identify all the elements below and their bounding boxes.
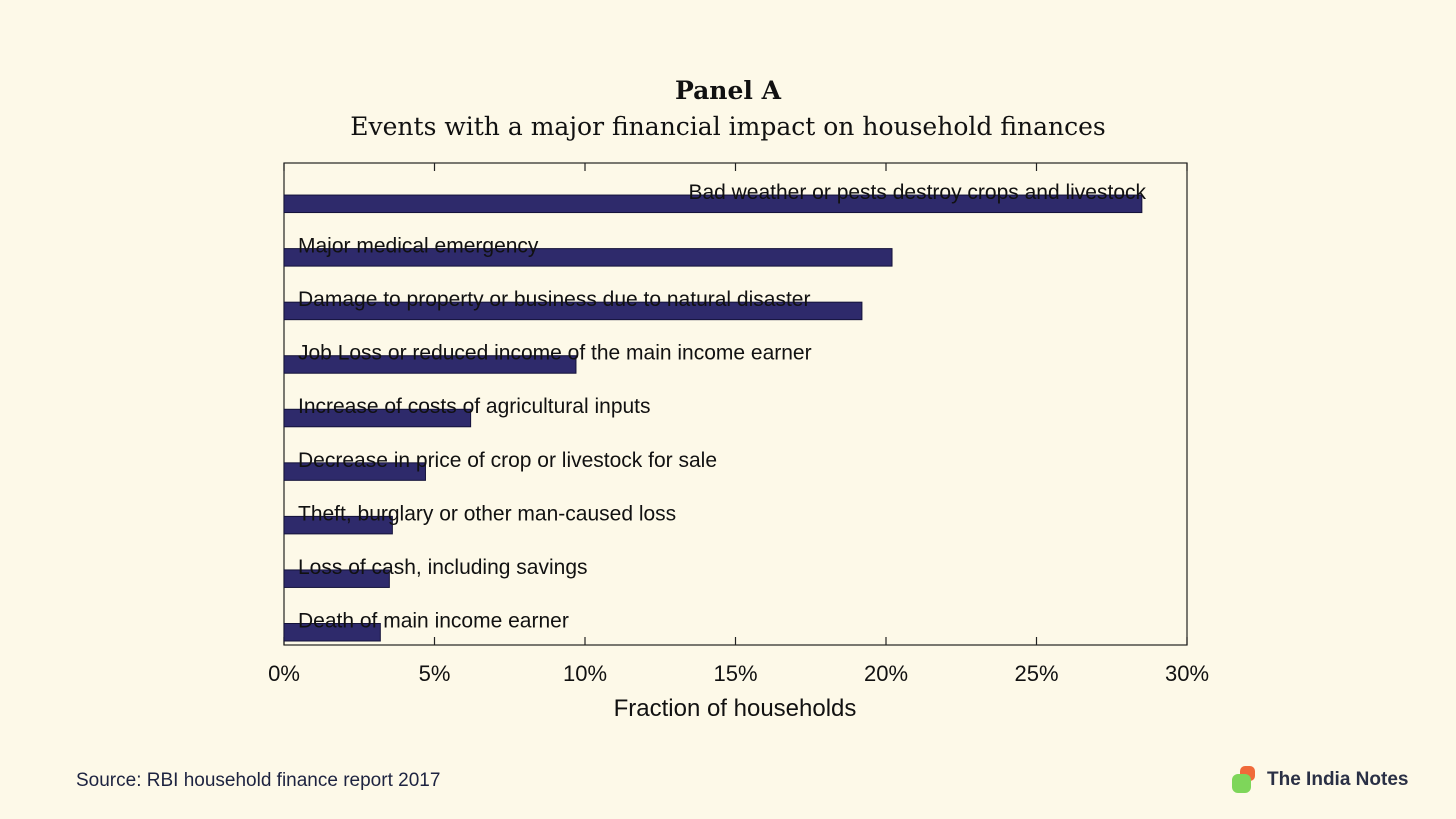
bar-label: Bad weather or pests destroy crops and l…: [688, 181, 1146, 204]
x-tick-label: 30%: [1165, 661, 1209, 686]
bar-label: Death of main income earner: [298, 609, 569, 632]
bar: [283, 355, 577, 374]
panel-subtitle: Events with a major financial impact on …: [350, 112, 1106, 141]
bar-labels: Bad weather or pests destroy crops and l…: [298, 181, 1146, 632]
x-axis-label: Fraction of households: [614, 695, 857, 722]
bar: [283, 569, 390, 588]
bar: [283, 515, 393, 535]
bar-label: Major medical emergency: [298, 235, 539, 258]
x-tick-label: 0%: [268, 661, 300, 686]
bar: [283, 623, 381, 642]
bar-label: Decrease in price of crop or livestock f…: [298, 449, 717, 472]
bar-label: Loss of cash, including savings: [298, 556, 588, 579]
bars: [283, 194, 1143, 642]
x-tick-label: 10%: [563, 661, 607, 686]
x-tick-label: 25%: [1014, 661, 1058, 686]
logo-icon: [1231, 766, 1257, 794]
panel-title: Panel A: [674, 76, 781, 105]
bar: [283, 194, 1143, 214]
bar: [283, 301, 863, 321]
x-tick-label: 15%: [713, 661, 757, 686]
bar-label: Increase of costs of agricultural inputs: [298, 395, 651, 418]
bar: [283, 248, 893, 267]
x-tick-labels: 0% 5% 10% 15% 20% 25% 30%: [268, 661, 1209, 686]
axis-ticks: [283, 163, 1188, 645]
bar: [283, 462, 426, 481]
bar: [283, 408, 472, 428]
brand-name: The India Notes: [1267, 769, 1409, 790]
bar-label: Job Loss or reduced income of the main i…: [298, 342, 812, 365]
source-note: Source: RBI household finance report 201…: [76, 770, 441, 791]
x-tick-label: 20%: [864, 661, 908, 686]
bar-label: Theft, burglary or other man-caused loss: [298, 502, 676, 525]
brand[interactable]: The India Notes: [1231, 766, 1408, 794]
x-tick-label: 5%: [419, 661, 451, 686]
bar-label: Damage to property or business due to na…: [298, 288, 810, 311]
